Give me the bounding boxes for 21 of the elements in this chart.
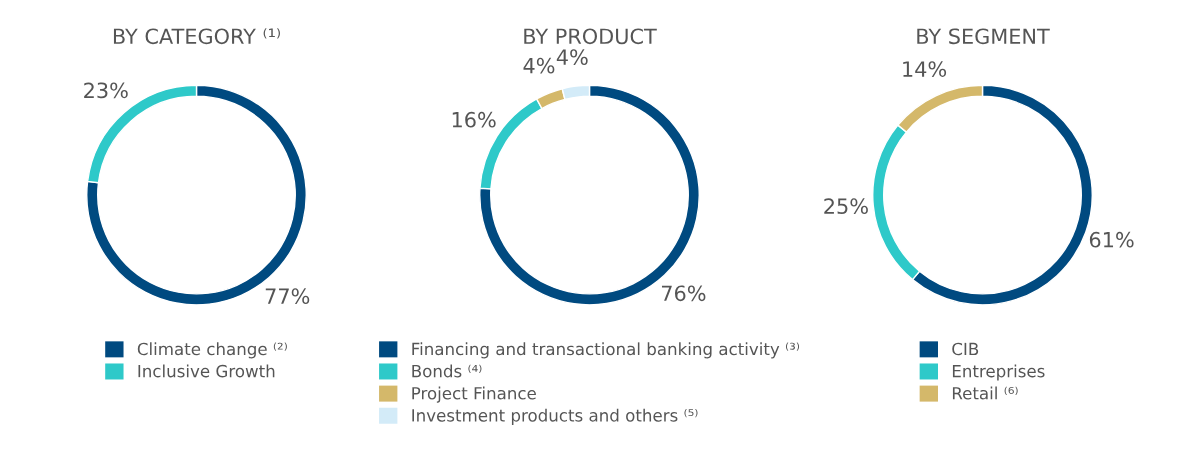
- legend-label: Entreprises: [952, 364, 1045, 381]
- chart-title: BY CATEGORY ⁽¹⁾: [113, 28, 280, 45]
- data-label: 4%: [556, 49, 588, 65]
- data-label: 77%: [265, 288, 310, 305]
- data-label: 61%: [1089, 231, 1134, 248]
- chart-title: BY PRODUCT: [524, 28, 657, 45]
- legend-label: Bonds ⁽⁴⁾: [412, 364, 482, 378]
- data-label: 16%: [452, 111, 496, 128]
- legend-label: Retail ⁽⁶⁾: [952, 386, 1018, 400]
- data-label: 4%: [523, 57, 555, 74]
- data-label: 76%: [661, 285, 706, 302]
- legend-label: Investment products and others ⁽⁵⁾: [412, 408, 698, 425]
- data-label: 14%: [903, 61, 947, 77]
- data-label: 23%: [84, 82, 128, 99]
- legend-label: CIB: [952, 342, 979, 356]
- chart-title: BY SEGMENT: [917, 28, 1050, 45]
- legend-label: Project Finance: [412, 386, 536, 403]
- legend-label: Climate change ⁽²⁾: [137, 342, 287, 359]
- data-label: 25%: [824, 198, 868, 215]
- legend-label: Inclusive Growth: [138, 364, 275, 378]
- legend-label: Financing and transactional banking activity ⁽³⁾: [412, 342, 800, 359]
